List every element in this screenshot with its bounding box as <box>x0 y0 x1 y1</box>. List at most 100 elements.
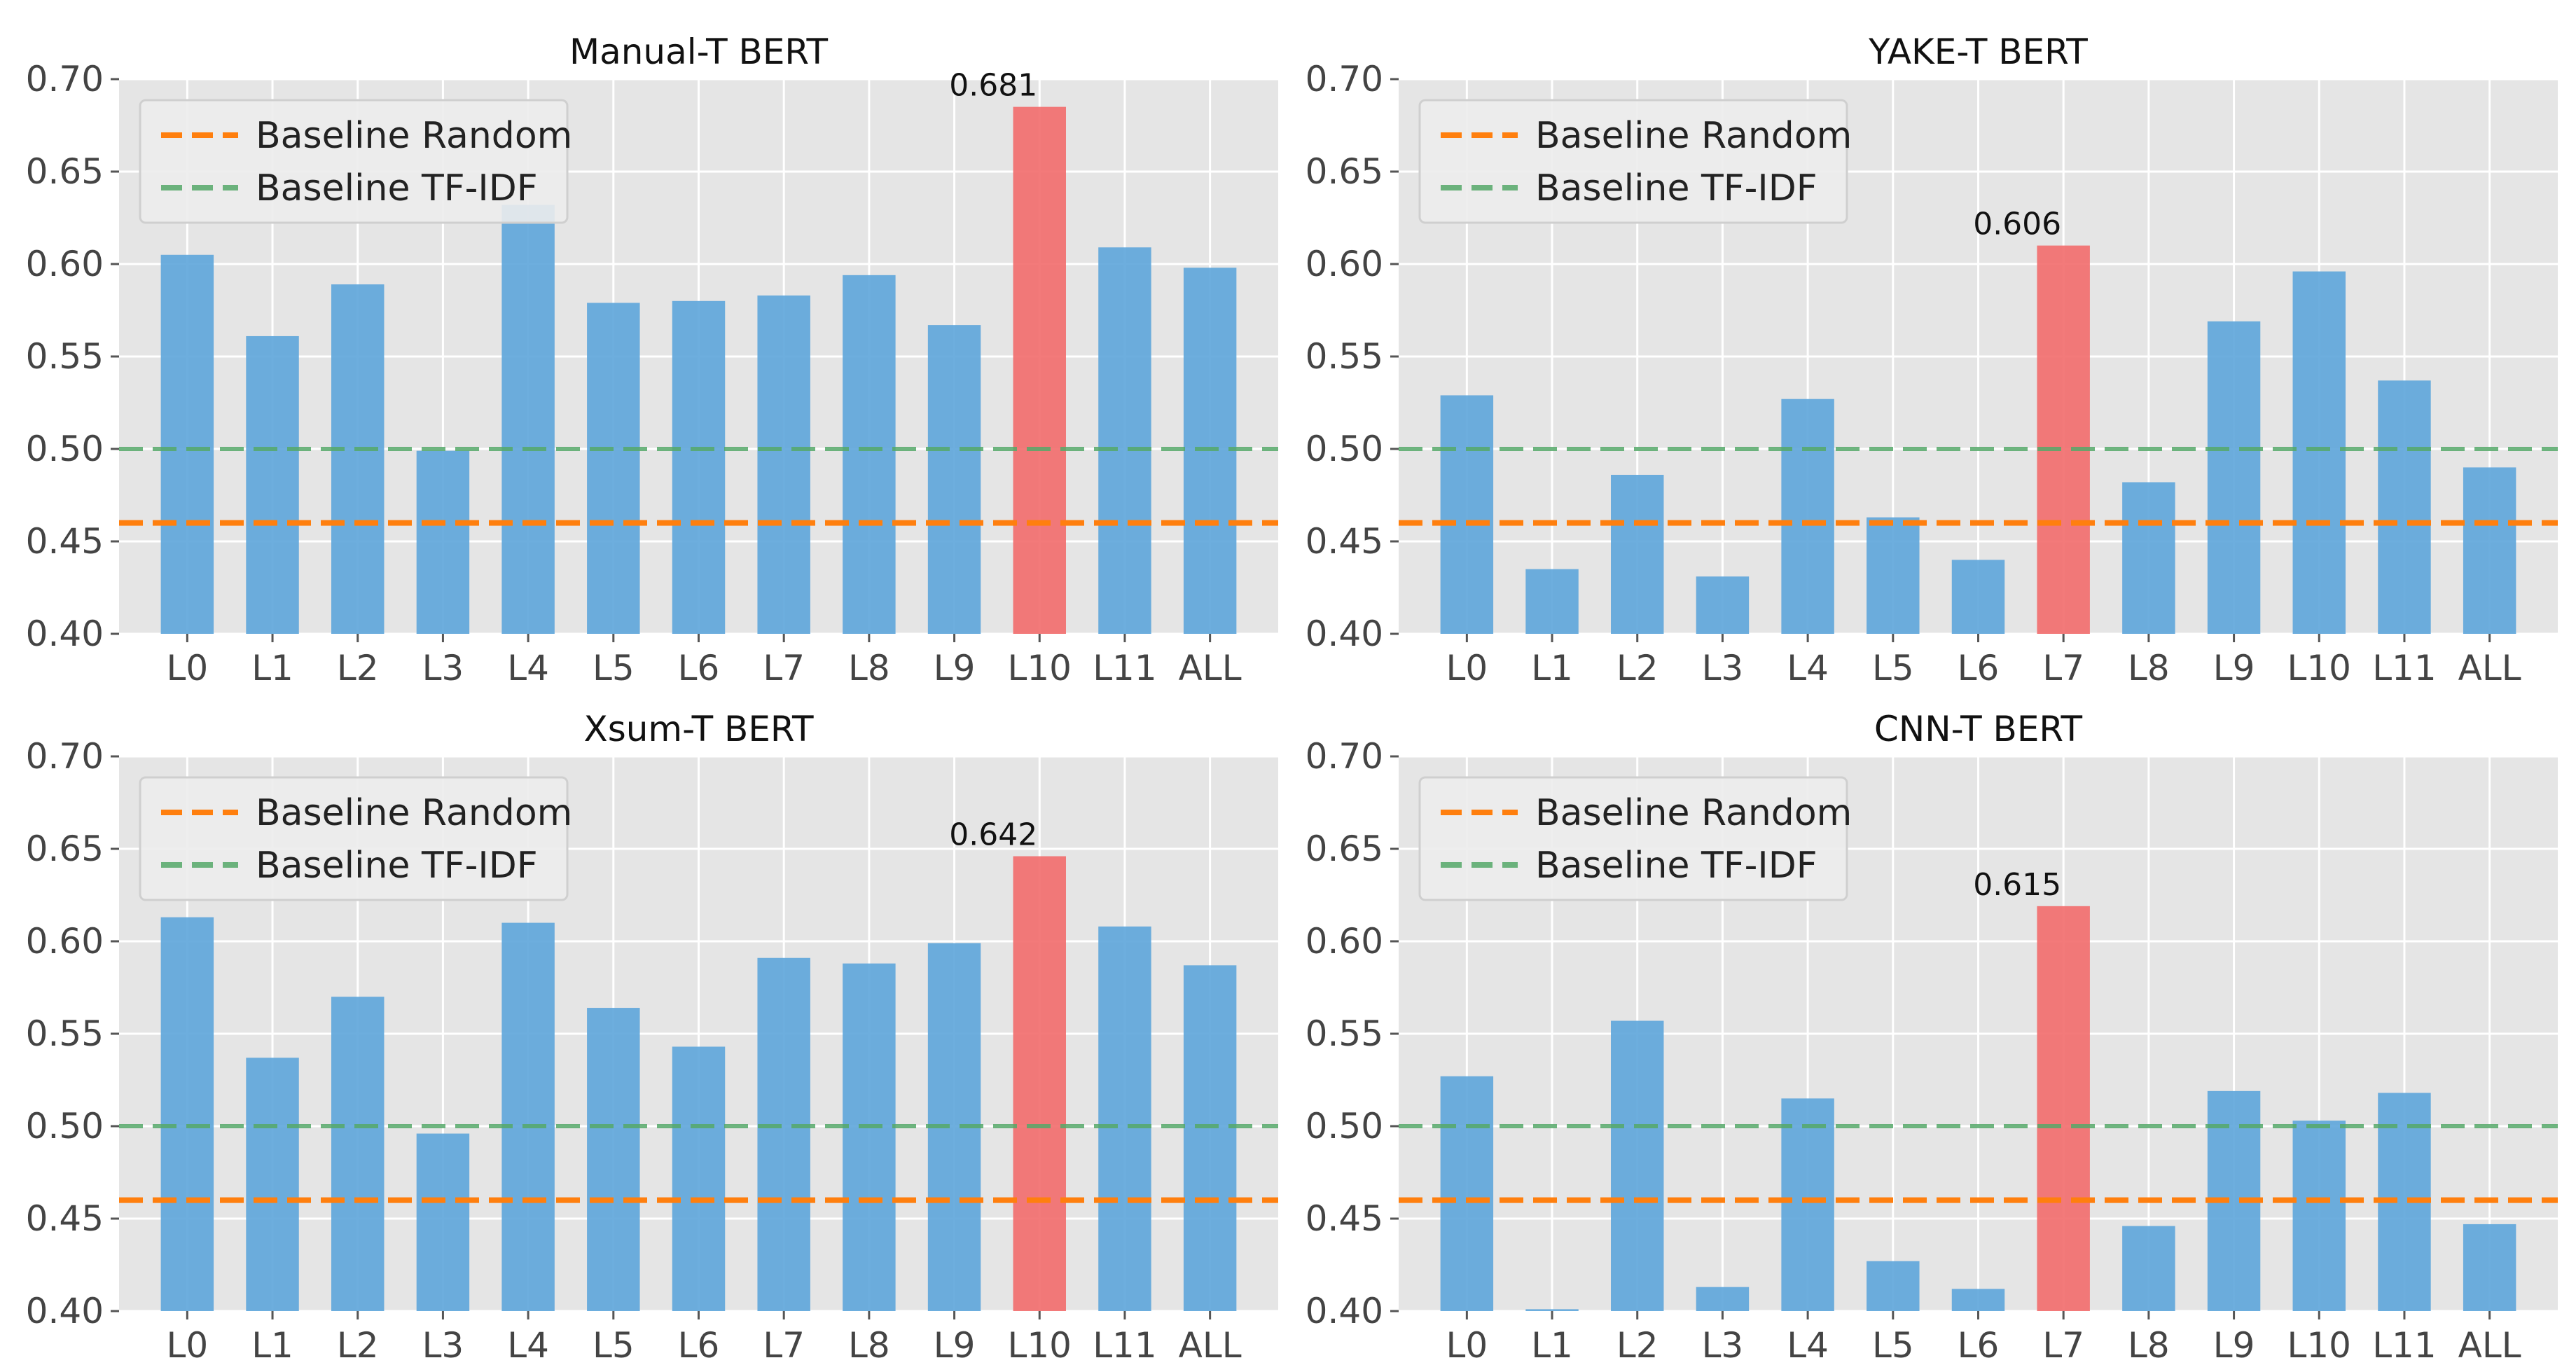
y-tick-label: 0.65 <box>26 151 104 192</box>
x-tick-label: ALL <box>2458 648 2521 688</box>
y-tick-label: 0.40 <box>1306 614 1383 654</box>
chart-title: Xsum-T BERT <box>583 709 814 749</box>
chart-title: CNN-T BERT <box>1874 709 2083 749</box>
x-tick-label: L11 <box>1093 1325 1156 1366</box>
x-tick-label: L7 <box>763 1325 805 1366</box>
bar <box>246 1058 299 1311</box>
legend-box <box>1418 776 1848 901</box>
y-tick-label: 0.40 <box>26 1291 104 1331</box>
bar <box>2292 1121 2346 1311</box>
y-tick-label: 0.70 <box>26 59 104 99</box>
x-tick-label: L0 <box>1446 1325 1488 1366</box>
x-tick-label: L7 <box>2042 1325 2084 1366</box>
x-tick-label: L10 <box>2287 648 2351 688</box>
bar <box>416 450 470 634</box>
y-tick-label: 0.45 <box>26 1198 104 1239</box>
y-tick-label: 0.55 <box>26 336 104 377</box>
chart-panel-1: 0.40 0.45 0.50 0.55 0.60 0.65 0.70 L0 L1 L2 L3 L4 L5… <box>26 32 1278 688</box>
bar <box>2122 482 2175 634</box>
y-tick-label: 0.55 <box>1306 1013 1383 1054</box>
bar <box>1525 569 1579 634</box>
bar <box>1611 474 1664 634</box>
x-tick-label: L0 <box>167 648 209 688</box>
legend-label: Baseline Random <box>256 115 572 157</box>
chart-panel-3: 0.40 0.45 0.50 0.55 0.60 0.65 0.70 L0 L1 L2 L3 L4 L5… <box>26 709 1278 1366</box>
bar-highlight <box>1013 106 1066 635</box>
bar <box>1440 395 1494 634</box>
y-tick-label: 0.50 <box>26 429 104 469</box>
bar <box>331 284 385 634</box>
x-tick-label: L9 <box>934 648 976 688</box>
y-tick-label: 0.60 <box>26 244 104 284</box>
x-tick-label: L8 <box>848 648 890 688</box>
x-tick-label: L2 <box>337 1325 379 1366</box>
y-tick-label: 0.45 <box>26 521 104 562</box>
x-tick-label: L6 <box>1958 648 2000 688</box>
bar <box>672 1046 726 1311</box>
y-tick-label: 0.70 <box>1306 736 1383 777</box>
bar <box>1781 399 1834 634</box>
x-tick-label: L5 <box>593 648 635 688</box>
highlight-value-label: 0.615 <box>1973 867 2061 903</box>
x-tick-label: L2 <box>337 648 379 688</box>
legend-label: Baseline Random <box>1535 115 1852 157</box>
x-tick-label: L3 <box>422 648 464 688</box>
y-tick-label: 0.65 <box>1306 151 1383 192</box>
legend-label: Baseline Random <box>256 792 572 834</box>
bar <box>843 275 896 635</box>
x-tick-label: L3 <box>1702 648 1744 688</box>
x-tick-label: ALL <box>2458 1325 2521 1366</box>
bar <box>1696 1287 1750 1311</box>
legend: Baseline Random Baseline TF-IDF <box>139 776 572 901</box>
y-tick-label: 0.45 <box>1306 1198 1383 1239</box>
legend-label: Baseline TF-IDF <box>1535 845 1817 887</box>
x-tick-label: L10 <box>1008 648 1072 688</box>
y-tick-label: 0.45 <box>1306 521 1383 562</box>
legend: Baseline Random Baseline TF-IDF <box>1418 99 1852 224</box>
bar <box>1951 560 2005 634</box>
bar <box>587 1008 640 1311</box>
x-tick-label: L1 <box>1531 648 1573 688</box>
bar <box>1867 517 1920 634</box>
x-tick-label: L8 <box>848 1325 890 1366</box>
chart-title: YAKE-T BERT <box>1868 32 2088 72</box>
bar <box>2207 321 2261 634</box>
x-tick-label: L1 <box>251 648 293 688</box>
legend: Baseline Random Baseline TF-IDF <box>139 99 572 224</box>
y-tick-label: 0.40 <box>1306 1291 1383 1331</box>
highlight-value-label: 0.606 <box>1973 207 2061 242</box>
y-tick-label: 0.55 <box>1306 336 1383 377</box>
bar <box>1183 965 1237 1311</box>
bar <box>587 303 640 634</box>
bar <box>1611 1020 1664 1311</box>
x-tick-label: L9 <box>2213 1325 2255 1366</box>
x-tick-label: L8 <box>2128 1325 2170 1366</box>
x-tick-label: L6 <box>678 1325 720 1366</box>
highlight-value-label: 0.642 <box>949 817 1037 853</box>
y-tick-label: 0.40 <box>26 614 104 654</box>
bar <box>160 254 214 634</box>
x-tick-label: ALL <box>1179 648 1242 688</box>
y-tick-label: 0.70 <box>1306 59 1383 99</box>
bar <box>2463 467 2516 634</box>
bar <box>1781 1098 1834 1311</box>
x-tick-label: L6 <box>678 648 720 688</box>
bar-highlight <box>2037 245 2090 635</box>
bar <box>501 922 555 1311</box>
bar <box>672 300 726 634</box>
bar <box>757 295 810 634</box>
legend: Baseline Random Baseline TF-IDF <box>1418 776 1852 901</box>
x-tick-label: L11 <box>2372 1325 2436 1366</box>
bar <box>1867 1261 1920 1311</box>
legend-box <box>139 776 569 901</box>
x-tick-label: L9 <box>2213 648 2255 688</box>
bar <box>246 335 299 634</box>
bar-highlight <box>1013 856 1066 1311</box>
y-tick-label: 0.65 <box>26 829 104 869</box>
x-tick-label: L3 <box>1702 1325 1744 1366</box>
x-tick-label: L0 <box>167 1325 209 1366</box>
x-tick-label: L5 <box>593 1325 635 1366</box>
legend-box <box>139 99 569 224</box>
bar <box>1525 1309 1579 1311</box>
